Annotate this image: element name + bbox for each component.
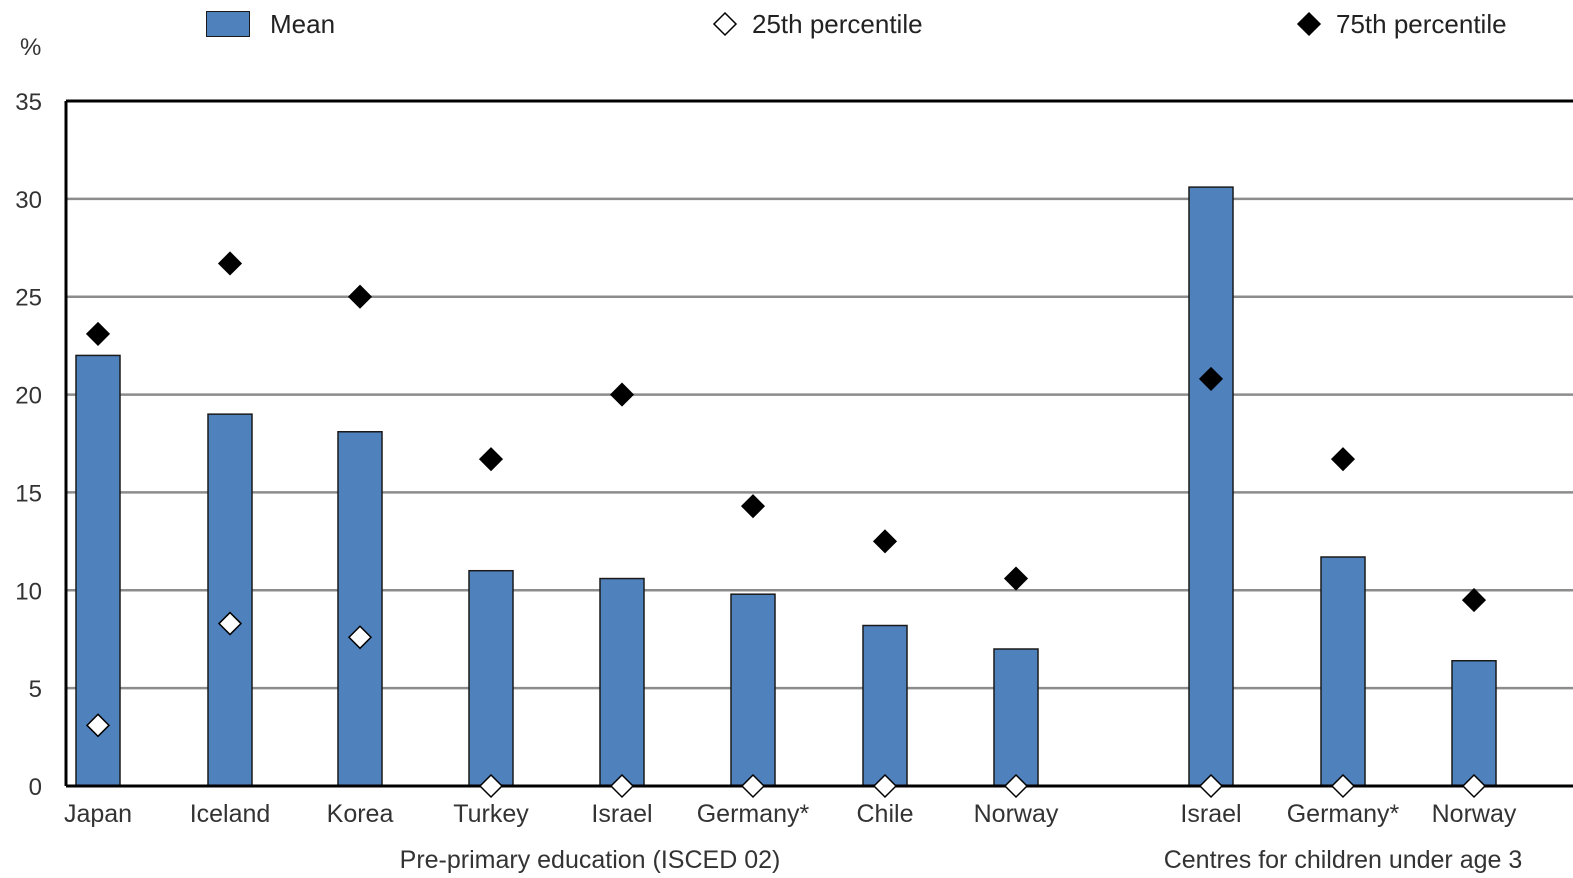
y-tick-label: 0 [29,774,42,801]
bar-mean [468,569,514,787]
x-tick-label: Norway [1432,800,1517,828]
legend-mean-label: Mean [270,8,336,39]
bar-mean [337,431,383,787]
group-label: Pre-primary education (ISCED 02) [400,846,781,874]
marker-p25 [1003,773,1029,799]
marker-p25 [609,773,635,799]
legend-p75-label: 75th percentile [1336,8,1507,39]
y-tick-label: 10 [15,578,42,605]
x-tick-label: Korea [327,800,394,828]
marker-p25 [85,713,111,738]
bar-mean [1320,556,1366,787]
marker-p75 [872,529,898,554]
marker-p75 [1330,447,1356,472]
legend-p25: 25th percentile [712,6,923,42]
group-label: Centres for children under age 3 [1164,846,1523,874]
bar-mean [730,593,776,787]
y-tick-label: 20 [15,383,42,410]
bar-mean [1188,186,1234,787]
legend-p25-label: 25th percentile [752,8,923,39]
marker-p25 [1198,773,1224,799]
bar-mean [599,577,645,787]
x-tick-label: Turkey [453,800,529,828]
marker-p25 [1330,773,1356,799]
y-tick-label: 30 [15,187,42,214]
x-tick-label: Germany* [1287,800,1400,828]
marker-p75 [1003,566,1029,591]
marker-p75 [1461,588,1487,613]
legend-p75-diamond-icon [1296,11,1322,37]
bar-mean [1451,659,1497,787]
y-axis-unit-label: % [20,34,42,61]
legend-p75: 75th percentile [1296,6,1507,42]
bar-mean [862,624,908,787]
y-tick-label: 15 [15,480,42,507]
marker-p75 [217,251,243,276]
marker-p25 [740,773,766,799]
marker-p75 [609,382,635,407]
marker-p75 [1198,366,1224,391]
marker-p75 [85,321,111,346]
x-tick-label: Germany* [697,800,810,828]
x-tick-label: Norway [974,800,1059,828]
bar-mean [993,648,1039,787]
bar-mean [207,413,253,787]
x-tick-label: Iceland [190,800,271,828]
legend-mean: Mean [206,6,335,42]
x-tick-label: Israel [591,800,652,828]
legend-p25-diamond-icon [712,11,738,37]
marker-p75 [478,447,504,472]
marker-p25 [1461,773,1487,799]
y-tick-label: 35 [15,89,42,116]
marker-p75 [347,284,373,309]
legend-mean-swatch [206,11,250,37]
marker-p25 [478,773,504,799]
x-tick-label: Israel [1180,800,1241,828]
marker-p75 [740,494,766,519]
x-tick-label: Japan [64,800,132,828]
x-tick-label: Chile [857,800,914,828]
marker-p25 [347,625,373,650]
marker-p25 [217,611,243,636]
y-tick-label: 5 [29,676,42,703]
marker-p25 [872,773,898,799]
y-tick-label: 25 [15,285,42,312]
